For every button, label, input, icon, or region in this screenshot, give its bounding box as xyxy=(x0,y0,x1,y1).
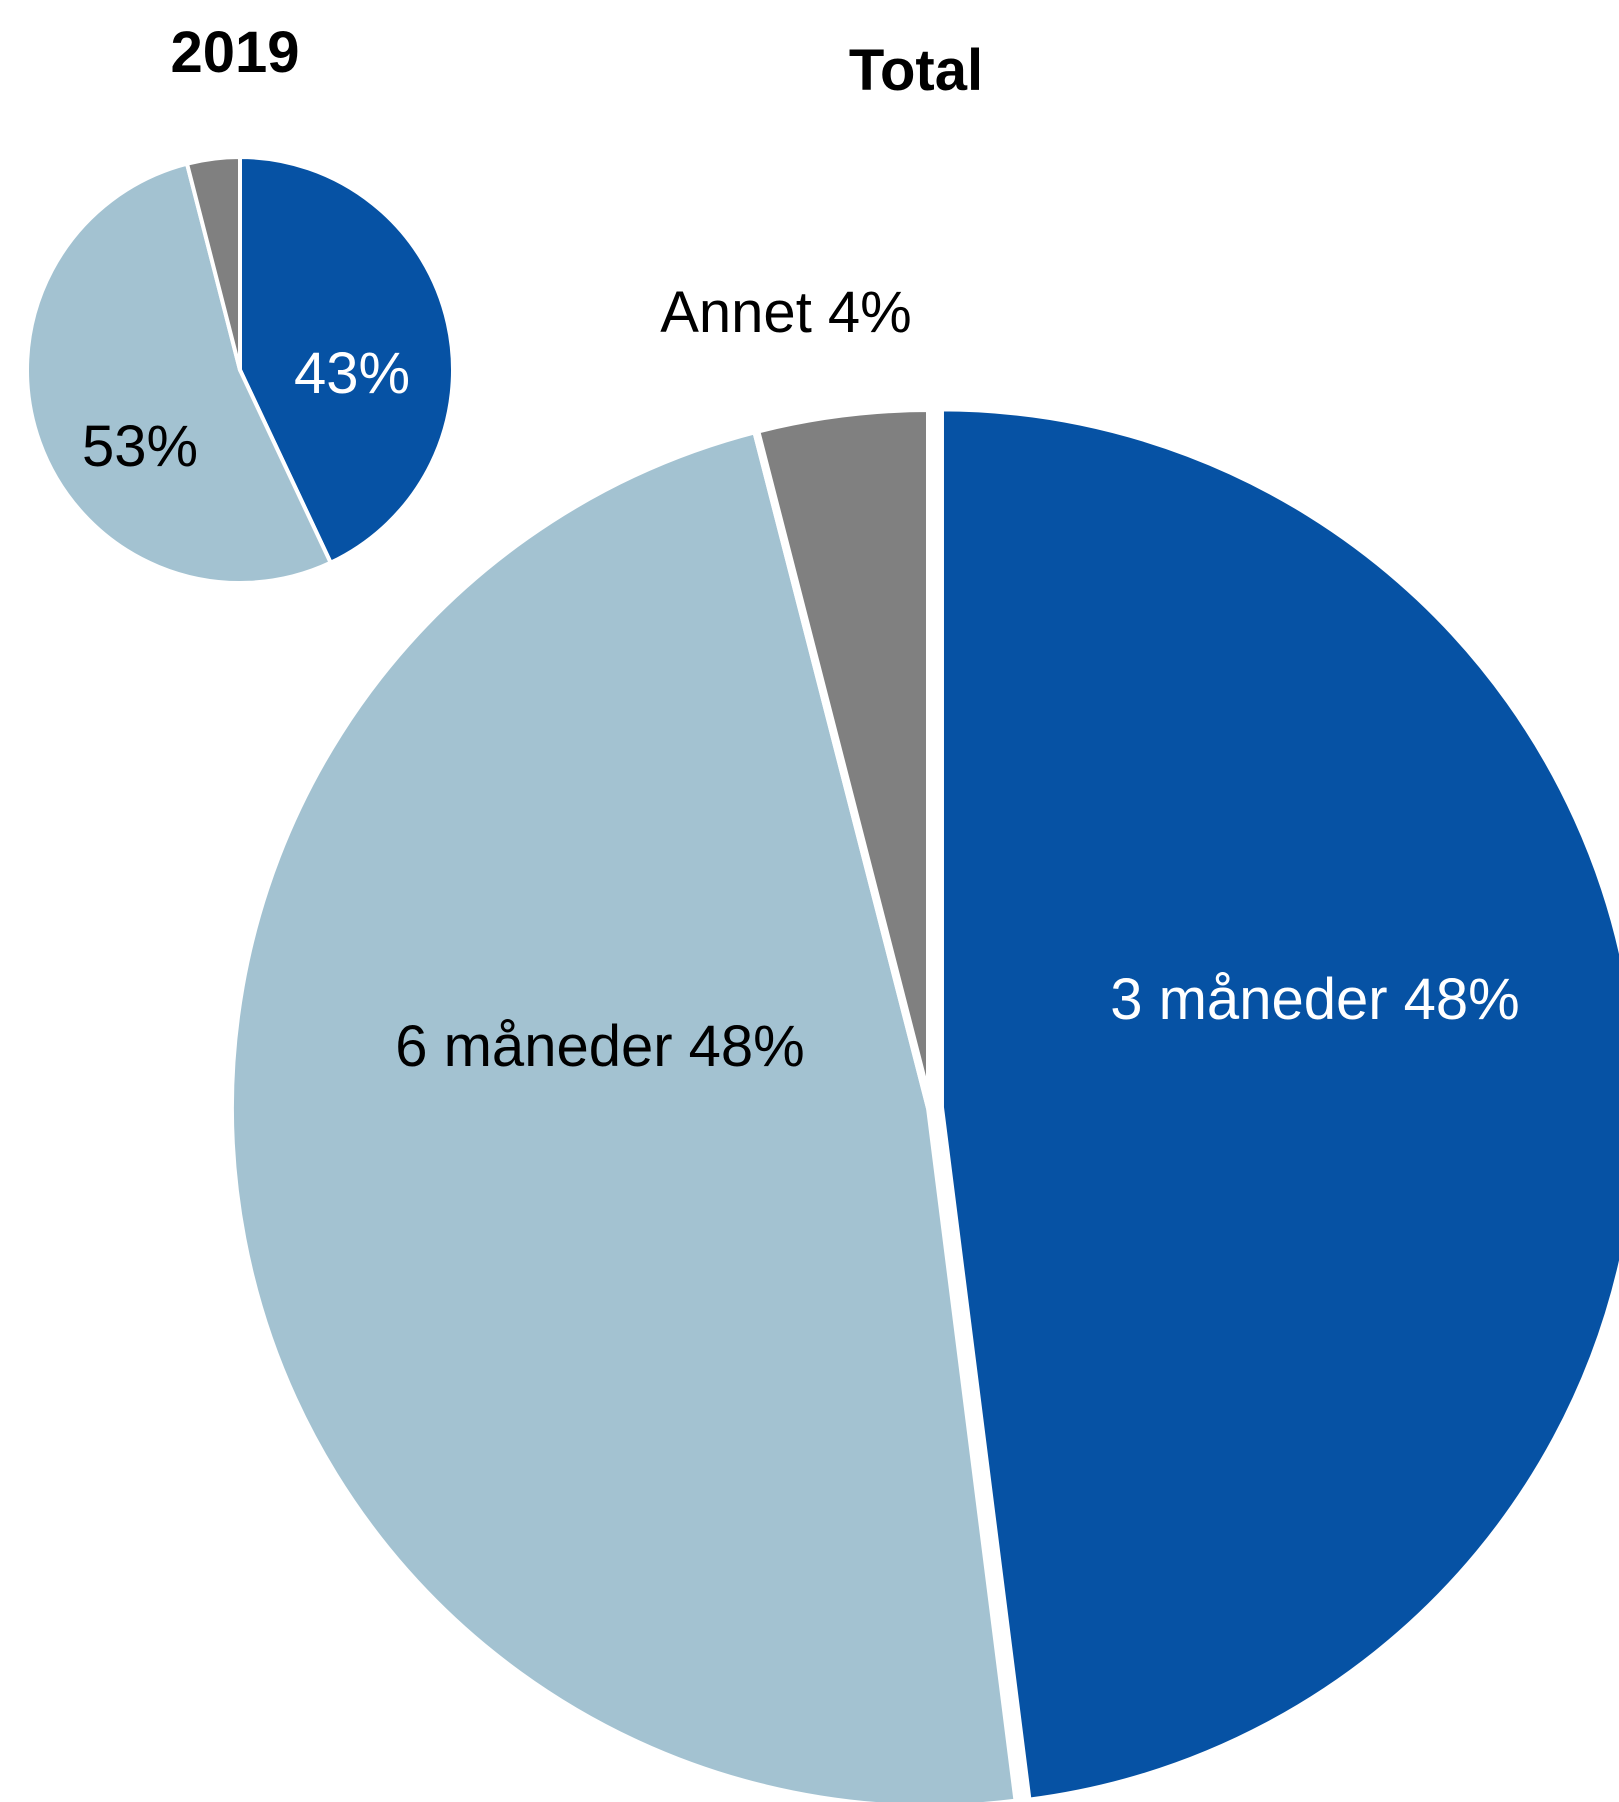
pie-slices-total xyxy=(226,403,1619,1802)
pie-total-label-annet: Annet 4% xyxy=(660,280,912,345)
chart-title-total: Total xyxy=(849,38,983,103)
pie-slices-2019 xyxy=(25,155,455,585)
pie-total-label-3-måneder: 3 måneder 48% xyxy=(1110,967,1519,1032)
pie-2019-label-3-måneder: 43% xyxy=(294,341,410,406)
pie-total-label-6-måneder: 6 måneder 48% xyxy=(395,1014,804,1079)
pie-total-slice-3-måneder xyxy=(935,403,1619,1802)
pie-chart-total: Total 3 måneder 48% 6 måneder 48% Annet 4% xyxy=(226,38,1619,1802)
pie-2019-slice-3-måneder xyxy=(238,155,455,565)
pie-chart-2019: 2019 43% 53% xyxy=(25,20,455,585)
pie-total-slice-6-måneder xyxy=(226,425,1022,1802)
pie-2019-slice-6-måneder xyxy=(25,161,333,585)
pie-labels-total: 3 måneder 48% 6 måneder 48% Annet 4% xyxy=(395,280,1519,1079)
pie-2019-slice-annet xyxy=(185,155,242,372)
chart-title-2019: 2019 xyxy=(170,20,299,85)
pie-total-slice-annet xyxy=(751,404,934,1112)
pie-labels-2019: 43% 53% xyxy=(82,341,410,479)
pie-2019-label-6-måneder: 53% xyxy=(82,414,198,479)
